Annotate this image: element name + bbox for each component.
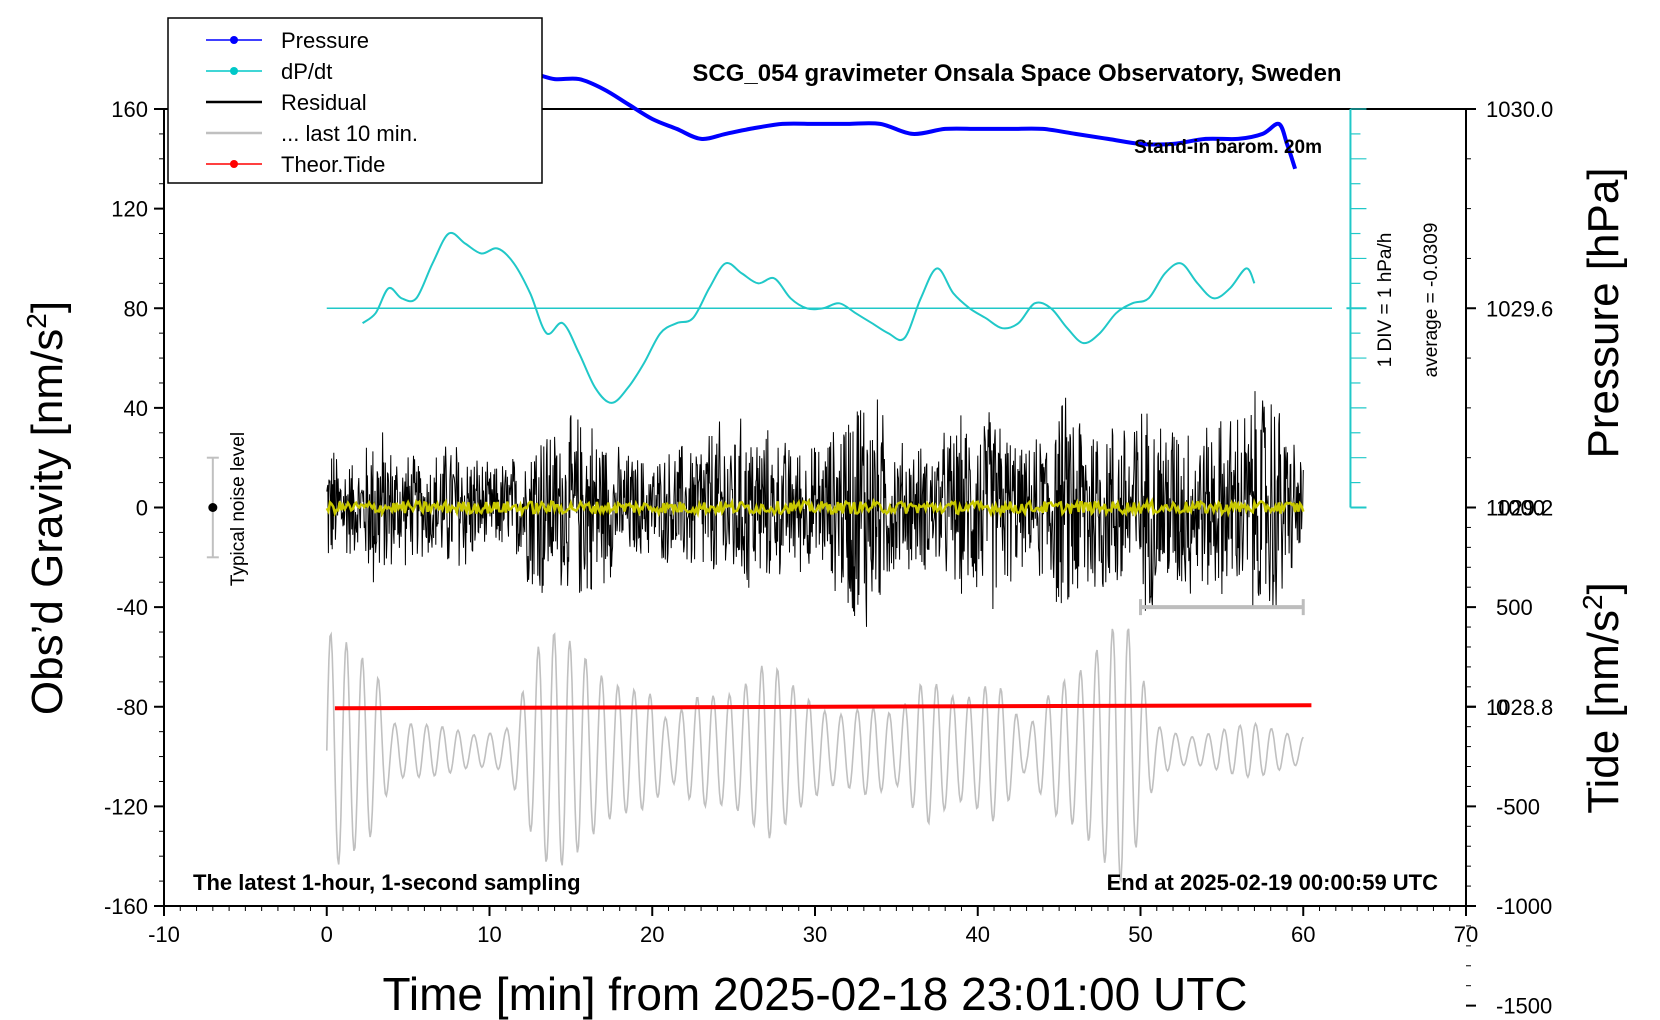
noise-note: Typical noise level [228,432,249,586]
y-axis-title-gravity-sup: 2 [21,313,52,329]
residual-smooth-line [325,496,1305,519]
x-tick-label: 40 [966,922,990,947]
y-tick-label: -120 [104,794,148,819]
tide-tick-label: 0 [1496,695,1508,720]
y-axis-title-gravity: Obs’d Gravity [nm/s2] [21,301,72,715]
x-tick-label: 20 [640,922,664,947]
y-tick-label: 160 [111,97,148,122]
axes: -10 0 10 20 30 40 50 60 70-160-120-80-4004080120… [104,97,1553,1019]
last10-series [326,628,1304,883]
chart-decorations [206,108,1367,616]
div-note: 1 DIV = 1 hPa/h [1375,233,1396,368]
bottom-right-note: End at 2025-02-19 00:00:59 UTC [1107,870,1438,895]
legend-box [167,17,543,184]
y-tick-label: 120 [111,197,148,222]
residual-smoothed-series [325,496,1305,519]
legend-label: dP/dt [281,59,332,84]
legend: Pressure dP/dt Residual ... last 10 min. The… [167,17,543,184]
y-axis-title-gravity-main: Obs’d Gravity [nm/s [23,329,72,715]
y-tick-label: -160 [104,894,148,919]
tide-tick-label: 1000 [1496,496,1545,521]
x-tick-label: 50 [1128,922,1152,947]
y-tick-label: -40 [116,595,148,620]
tide-tick-label: -1000 [1496,894,1552,919]
legend-swatch-marker [230,160,238,168]
legend-entry: dP/dt [206,59,332,84]
tide-tick-label: 500 [1496,595,1533,620]
last10-line [326,628,1304,883]
pressure-tick-label: 1030.0 [1486,97,1553,122]
y-axis-title-tide-end: ] [1579,582,1628,594]
y-axis-title-pressure: Pressure [hPa] [1579,167,1628,458]
x-tick-label: 30 [803,922,827,947]
legend-label: Theor.Tide [281,152,385,177]
y-tick-label: 80 [124,296,148,321]
legend-label: Pressure [281,28,369,53]
legend-label: Residual [281,90,367,115]
y-axis-title-tide-sup: 2 [1577,594,1608,610]
x-tick-label: 0 [321,922,333,947]
barometer-note: Stand-in barom. 20m [1134,137,1322,158]
dpdt-series [326,231,1332,404]
pressure-tick-label: 1029.6 [1486,296,1553,321]
legend-entry: Pressure [206,28,369,53]
y-axis-title-tide-main: Tide [nm/s [1579,610,1628,814]
y-axis-title-tide: Tide [nm/s2] [1577,582,1628,814]
x-tick-label: -10 [148,922,180,947]
tide-series [334,703,1312,711]
x-tick-label: 60 [1291,922,1315,947]
legend-swatch-marker [230,36,238,44]
pressure-tick-label: 1028.8 [1486,695,1553,720]
pressure-tick-label: 1029.2 [1486,496,1553,521]
legend-entry: Residual [206,90,367,115]
legend-label: ... last 10 min. [281,121,418,146]
x-tick-label: 10 [477,922,501,947]
tide-tick-label: -1500 [1496,994,1552,1019]
dpdt-line [361,231,1256,404]
tide-line [334,703,1312,711]
y-tick-label: -80 [116,695,148,720]
x-axis-title: Time [min] from 2025-02-18 23:01:00 UTC [383,968,1248,1020]
bottom-left-note: The latest 1-hour, 1-second sampling [193,870,581,895]
y-axis-title-gravity-end: ] [23,301,72,313]
average-note: average = -0.0309 [1421,223,1442,378]
tide-tick-label: -500 [1496,794,1540,819]
y-tick-label: 0 [136,496,148,521]
legend-swatch-marker [230,67,238,75]
legend-entry: ... last 10 min. [206,121,418,146]
chart-title: SCG_054 gravimeter Onsala Space Observat… [692,60,1341,87]
y-tick-label: 40 [124,396,148,421]
noise-bar-dot [208,503,218,512]
legend-entry: Theor.Tide [206,152,385,177]
